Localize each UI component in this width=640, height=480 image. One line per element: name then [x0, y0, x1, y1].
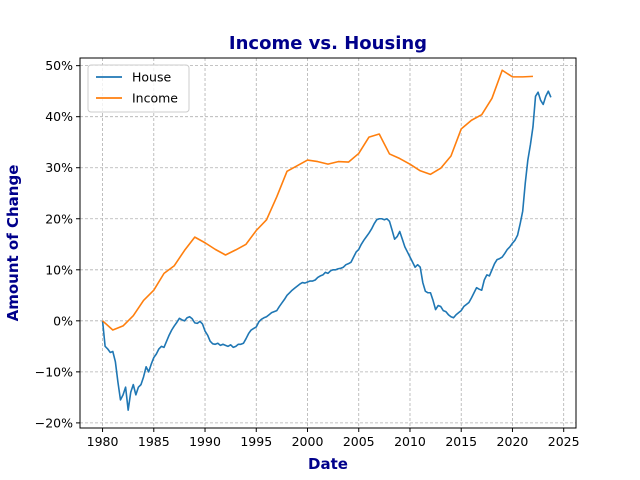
- y-tick-label: 50%: [45, 58, 73, 73]
- legend-label-income: Income: [132, 91, 178, 106]
- x-axis-label: Date: [308, 455, 348, 473]
- x-axis: 1980 1985 1990 1995 2000 2005 2010 2015 2020 2025: [87, 428, 580, 449]
- series-group: [101, 69, 552, 411]
- chart-title: Income vs. Housing: [229, 33, 427, 54]
- x-tick-label: 2015: [445, 434, 477, 449]
- legend: House Income: [87, 64, 190, 113]
- x-tick-label: 2025: [548, 434, 580, 449]
- y-tick-label: 40%: [45, 109, 73, 124]
- y-tick-label: 10%: [45, 262, 73, 277]
- x-tick-label: 2005: [343, 434, 375, 449]
- x-tick-label: 1995: [240, 434, 272, 449]
- y-tick-label: −20%: [35, 415, 73, 430]
- x-tick-label: 1980: [87, 434, 119, 449]
- y-tick-label: −10%: [35, 364, 73, 379]
- y-axis-label: Amount of Change: [4, 165, 22, 322]
- y-axis: −20% −10% 0% 10% 20% 30% 40% 50%: [35, 58, 80, 430]
- x-tick-label: 1990: [189, 434, 221, 449]
- y-tick-label: 30%: [45, 160, 73, 175]
- x-tick-label: 1985: [138, 434, 170, 449]
- gridlines: [80, 58, 576, 428]
- series-line-income: [102, 69, 533, 331]
- x-tick-label: 2000: [292, 434, 324, 449]
- x-tick-label: 2020: [497, 434, 529, 449]
- plot-area: [79, 57, 577, 429]
- x-tick-label: 2010: [394, 434, 426, 449]
- series-line-house: [101, 90, 552, 411]
- y-tick-label: 0%: [53, 313, 73, 328]
- legend-label-house: House: [132, 70, 171, 85]
- y-tick-label: 20%: [45, 211, 73, 226]
